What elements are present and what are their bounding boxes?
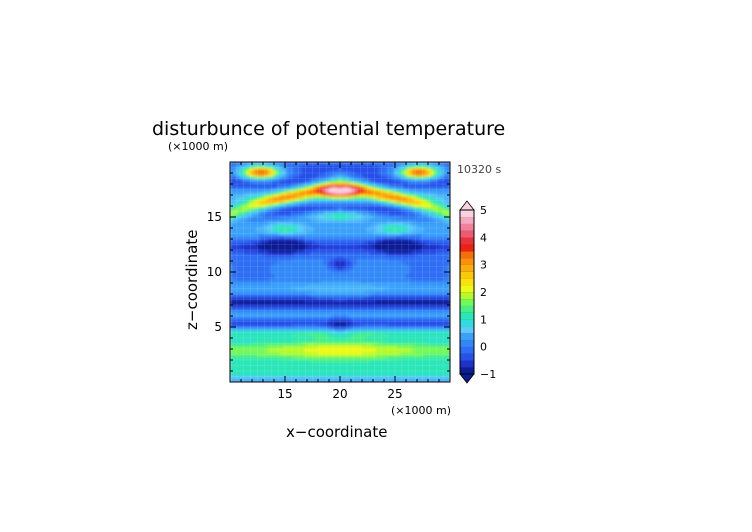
colorbar-segment [460, 339, 474, 347]
colorbar-segment [460, 326, 474, 334]
colorbar-label: 4 [480, 231, 487, 244]
colorbar-segment [460, 237, 474, 245]
colorbar-segment [460, 216, 474, 224]
colorbar-min-arrow [459, 373, 475, 384]
y-axis-label: z−coordinate [183, 230, 201, 330]
colorbar-label: 5 [480, 204, 487, 217]
colorbar-segment [460, 223, 474, 231]
colorbar-segment [460, 251, 474, 259]
x-tick-label: 25 [387, 387, 402, 401]
colorbar-segment [460, 264, 474, 272]
colorbar-segment [460, 367, 474, 375]
colorbar-segment [460, 312, 474, 320]
colorbar-max-arrow [459, 200, 475, 211]
colorbar-label: 1 [480, 313, 487, 326]
colorbar-segment [460, 346, 474, 354]
colorbar-segment [460, 353, 474, 361]
colorbar-segment [460, 285, 474, 293]
colorbar-label: −1 [480, 368, 496, 381]
y-unit-label: (×1000 m) [168, 140, 228, 153]
x-unit-label: (×1000 m) [391, 404, 451, 417]
y-tick-label: 15 [207, 210, 222, 224]
field-area [230, 162, 450, 382]
colorbar: −1 0 1 2 3 4 5 [459, 200, 496, 384]
colorbar-segment [460, 333, 474, 341]
y-tick-label: 10 [207, 265, 222, 279]
colorbar-segment [460, 257, 474, 265]
x-axis: 15 20 25 [229, 162, 451, 401]
chart-title: disturbunce of potential temperature [152, 118, 505, 140]
colorbar-frame [459, 209, 475, 375]
x-axis-label: x−coordinate [286, 423, 387, 441]
x-tick-label: 20 [332, 387, 347, 401]
colorbar-segment [460, 210, 474, 218]
gridlines [230, 162, 450, 382]
colorbar-segment [460, 230, 474, 238]
colorbar-segment [460, 319, 474, 327]
colorbar-label: 0 [480, 341, 487, 354]
colorbar-label: 3 [480, 259, 487, 272]
colorbar-segment [460, 305, 474, 313]
colorbar-segment [460, 278, 474, 286]
x-tick-label: 15 [277, 387, 292, 401]
colorbar-label: 2 [480, 286, 487, 299]
colorbar-segment [460, 360, 474, 368]
time-label: 10320 s [457, 163, 501, 176]
y-tick-label: 5 [214, 320, 222, 334]
colorbar-segment [460, 244, 474, 252]
y-axis: 5 10 15 [207, 161, 450, 383]
colorbar-segment [460, 298, 474, 306]
colorbar-segment [460, 271, 474, 279]
colorbar-segment [460, 292, 474, 300]
